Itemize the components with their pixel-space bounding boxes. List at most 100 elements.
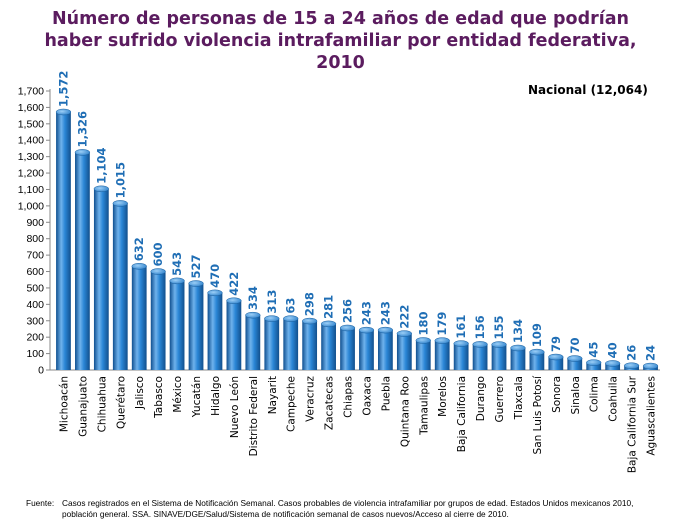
bar [112, 203, 128, 370]
bar-cap [586, 359, 602, 366]
y-tick-label: 800 [26, 233, 44, 245]
bar-group: 470 Hidalgo [207, 264, 223, 416]
y-tick-label: 300 [26, 315, 44, 327]
bar-group: 1,572 Michoacán [55, 71, 72, 432]
y-tick-label: 400 [26, 299, 44, 311]
bar-group: 313 Nayarit [264, 290, 280, 414]
bar [75, 152, 90, 370]
bar-group: 334 Distrito Federal [245, 286, 261, 456]
bar-cap [226, 297, 242, 304]
bar-group: 63 Campeche [283, 298, 299, 432]
bar-group: 243 Oaxaca [358, 301, 375, 416]
category-label: Zacatecas [324, 376, 336, 430]
bar-value-label: 63 [284, 298, 298, 314]
bar-value-label: 243 [378, 301, 392, 325]
bar-group: 600 Tabasco [150, 243, 166, 419]
bar [529, 352, 545, 370]
bar-value-label: 155 [492, 316, 506, 340]
y-tick-label: 1,700 [18, 86, 44, 98]
category-label: México [172, 376, 184, 413]
bar [207, 292, 223, 370]
category-label: Guanajuato [77, 376, 89, 437]
category-label: Sonora [551, 376, 563, 413]
bar [150, 271, 166, 370]
category-label: San Luis Potosí [532, 375, 544, 455]
y-tick-label: 900 [26, 217, 44, 229]
category-label: Puebla [380, 376, 392, 411]
bar-cap [434, 337, 450, 344]
bar-value-label: 256 [341, 299, 355, 323]
bar-group: 161 Baja California [453, 315, 469, 452]
bar-cap [415, 337, 431, 344]
bar-cap [74, 149, 91, 156]
category-label: Guerrero [494, 376, 506, 422]
bar [510, 348, 526, 370]
bar [131, 266, 147, 370]
bar-cap [491, 341, 507, 348]
bar-group: 70 Sinaloa [567, 337, 583, 414]
chart-title-line-1: Número de personas de 15 a 24 años de ed… [52, 9, 629, 29]
bar-group: 1,015 Querétaro [112, 162, 128, 429]
bar-group: 222 Quintana Roo [396, 305, 412, 447]
bar-cap [623, 362, 640, 369]
bar-group: 422 Nuevo León [226, 272, 242, 438]
bar-group: 243 Puebla [377, 301, 394, 411]
bar [245, 315, 261, 370]
bar-cap [131, 263, 147, 270]
bar [169, 280, 185, 370]
category-label: Baja California Sur [627, 375, 639, 473]
bar-value-label: 26 [625, 345, 639, 361]
category-label: Hidalgo [210, 376, 222, 416]
bar-value-label: 24 [644, 345, 658, 361]
bar-value-label: 1,326 [75, 111, 89, 147]
category-label: Coahuila [608, 376, 620, 422]
bar-cap [377, 326, 394, 334]
bar-cap [93, 185, 109, 193]
bar-cap [339, 324, 356, 332]
chart-title: Número de personas de 15 a 24 años de ed… [0, 8, 681, 74]
bar-cap [358, 326, 375, 334]
bar-cap [642, 362, 659, 370]
bar-cap [510, 344, 526, 352]
bar [340, 327, 355, 370]
category-label: Durango [475, 376, 487, 421]
bar [188, 283, 204, 370]
bar-group: 24 Aguascalientes [642, 345, 659, 456]
bar-group: 527 Yucatán [188, 254, 204, 418]
y-tick-label: 100 [26, 348, 44, 360]
bar-group: 79 Sonora [548, 336, 564, 413]
bar [264, 318, 280, 370]
national-value: (12,064) [590, 83, 648, 97]
bar [283, 318, 299, 370]
bar-group: 180 Tamaulipas [415, 311, 431, 436]
bar-group: 256 Chiapas [339, 299, 356, 418]
category-label: Chihuahua [96, 376, 108, 432]
bar-value-label: 180 [416, 311, 430, 335]
bar-value-label: 45 [587, 342, 601, 358]
category-label: Querétaro [115, 376, 127, 429]
bar-value-label: 1,572 [56, 71, 70, 107]
bar-value-label: 222 [397, 305, 411, 329]
bar-group: 45 Colima [586, 342, 602, 412]
bar [302, 321, 318, 370]
bar-value-label: 632 [132, 237, 146, 261]
chart-title-line-3: 2010 [316, 53, 365, 73]
bar-value-label: 109 [530, 323, 544, 347]
category-label: Campeche [286, 376, 298, 432]
bar [359, 330, 374, 370]
bar [434, 340, 450, 370]
category-label: Michoacán [58, 376, 70, 432]
bar-group: 1,104 Chihuahua [93, 147, 109, 432]
y-tick-label: 600 [26, 266, 44, 278]
y-tick-label: 0 [38, 365, 44, 377]
bar [56, 112, 71, 371]
bar-cap [207, 289, 223, 297]
category-label: Sinaloa [570, 376, 582, 414]
y-tick-label: 1,000 [18, 200, 44, 212]
bar-group: 543 México [169, 252, 185, 413]
category-label: Veracruz [305, 376, 317, 422]
footnote-line-1: Casos registrados en el Sistema de Notif… [62, 498, 634, 508]
bar-chart: 0 100 200 300 400 500 600 700 800 900 1,000 1,100 1,… [18, 71, 660, 473]
bar-value-label: 600 [151, 243, 165, 267]
bar-value-label: 1,104 [94, 147, 108, 183]
